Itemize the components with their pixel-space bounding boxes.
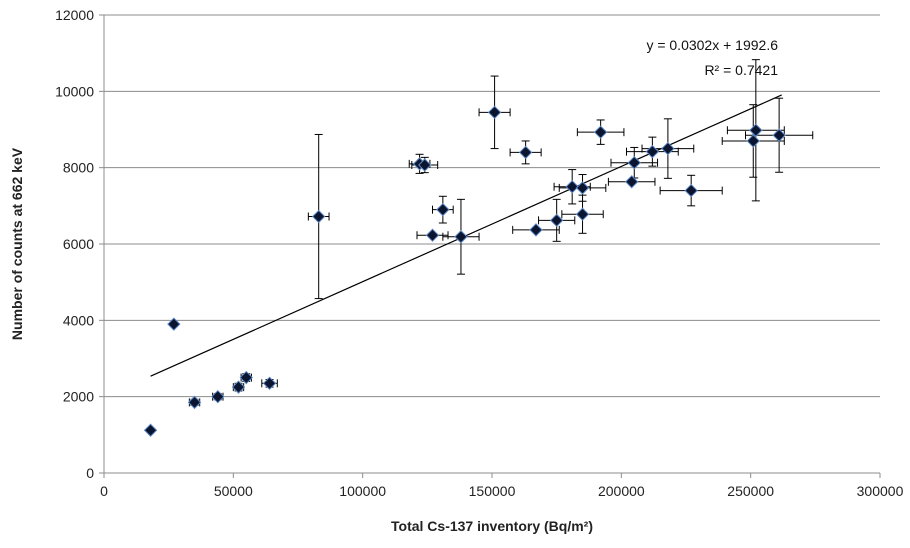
- y-tick-label: 2000: [63, 389, 94, 405]
- x-tick-label: 100000: [339, 483, 386, 499]
- x-tick-label: 250000: [727, 483, 774, 499]
- labels: y = 0.0302x + 1992.6 R² = 0.7421 Total C…: [9, 37, 778, 534]
- x-tick-label: 0: [100, 483, 108, 499]
- data-point: [661, 141, 675, 156]
- data-point: [262, 376, 277, 391]
- error-bars: [188, 59, 814, 407]
- data-point: [684, 183, 698, 198]
- y-tick-label: 12000: [55, 7, 94, 23]
- data-point: [627, 155, 641, 170]
- data-point: [454, 230, 468, 244]
- grid-lines: [104, 14, 880, 398]
- data-point: [529, 223, 543, 237]
- y-axis-title: Number of counts at 662 keV: [9, 147, 25, 340]
- x-tick-label: 50000: [214, 483, 253, 499]
- data-point: [518, 145, 533, 160]
- trendline-r-squared: R² = 0.7421: [704, 62, 778, 78]
- data-point: [311, 209, 326, 224]
- y-tick-label: 0: [86, 465, 94, 481]
- data-point: [143, 423, 158, 437]
- x-tick-label: 300000: [857, 483, 904, 499]
- data-point: [418, 158, 432, 172]
- x-axis-title: Total Cs-137 inventory (Bq/m²): [391, 518, 593, 534]
- data-point: [593, 125, 608, 139]
- data-point: [624, 175, 639, 189]
- data-point: [231, 380, 246, 394]
- y-tick-label: 4000: [63, 312, 94, 328]
- data-points: [143, 105, 786, 437]
- data-point: [436, 202, 450, 217]
- data-point: [746, 134, 760, 148]
- axes: 0 2000 4000 6000 8000 10000 12000 0 50000 100000 1…: [55, 7, 904, 499]
- data-point: [575, 207, 590, 221]
- data-point: [749, 123, 763, 137]
- data-point: [575, 181, 590, 195]
- data-point: [487, 105, 502, 120]
- data-point: [772, 128, 786, 142]
- x-tick-label: 150000: [469, 483, 516, 499]
- data-point: [425, 228, 440, 242]
- data-point: [549, 213, 564, 228]
- data-point: [187, 395, 202, 410]
- data-point: [645, 144, 660, 159]
- data-point: [211, 389, 225, 404]
- y-tick-label: 6000: [63, 236, 94, 252]
- x-tick-label: 200000: [598, 483, 645, 499]
- y-tick-label: 8000: [63, 160, 94, 176]
- data-point: [167, 317, 181, 331]
- data-point: [565, 180, 579, 194]
- data-point: [239, 370, 253, 385]
- trendline-equation: y = 0.0302x + 1992.6: [646, 37, 778, 53]
- y-tick-label: 10000: [55, 83, 94, 99]
